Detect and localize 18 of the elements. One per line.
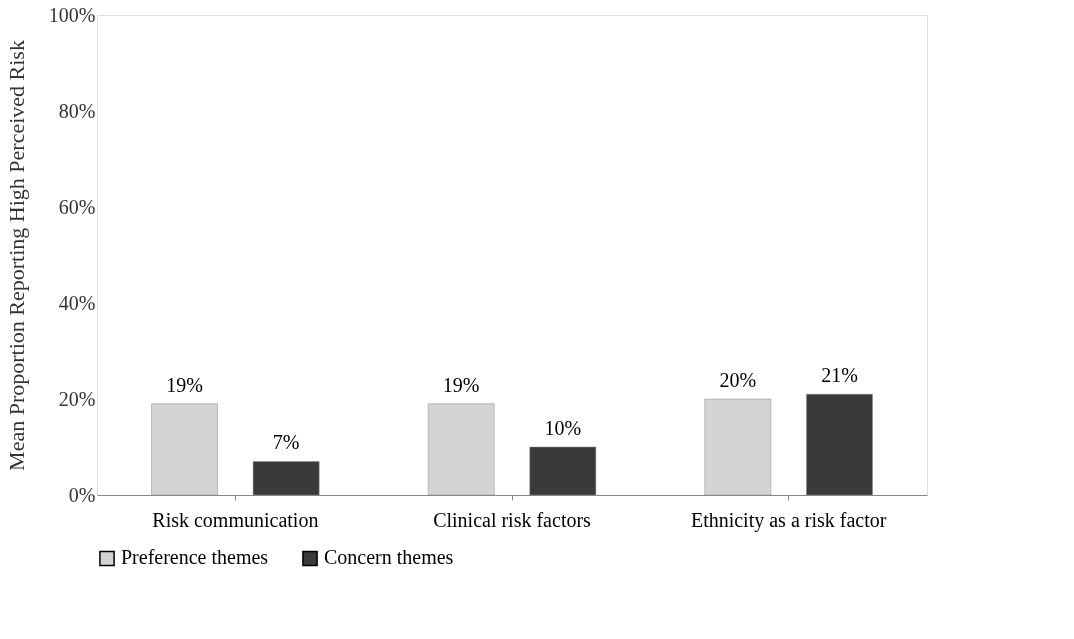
x-tick-label: Ethnicity as a risk factor: [690, 508, 887, 532]
data-label: 19%: [166, 373, 203, 396]
data-label: 7%: [272, 431, 300, 454]
x-tick-label: Risk communication: [152, 508, 319, 531]
y-tick-label: 60%: [58, 195, 96, 218]
legend-label: Preference themes: [121, 546, 269, 569]
y-tick-label: 20%: [58, 387, 96, 410]
y-tick-label: 80%: [58, 99, 96, 122]
data-label: 10%: [544, 417, 582, 439]
data-label: 19%: [442, 373, 480, 396]
legend-label: Concern themes: [324, 546, 454, 569]
y-tick-label: 100%: [48, 3, 96, 26]
y-tick-label: 40%: [58, 291, 96, 314]
data-label: 21%: [821, 364, 858, 387]
data-label: 20%: [719, 369, 757, 391]
y-axis-title: Mean Proportion Reporting High Perceived Risk: [3, 40, 29, 471]
y-tick-label: 0%: [68, 483, 96, 506]
x-tick-label: Clinical risk factors: [433, 508, 592, 531]
